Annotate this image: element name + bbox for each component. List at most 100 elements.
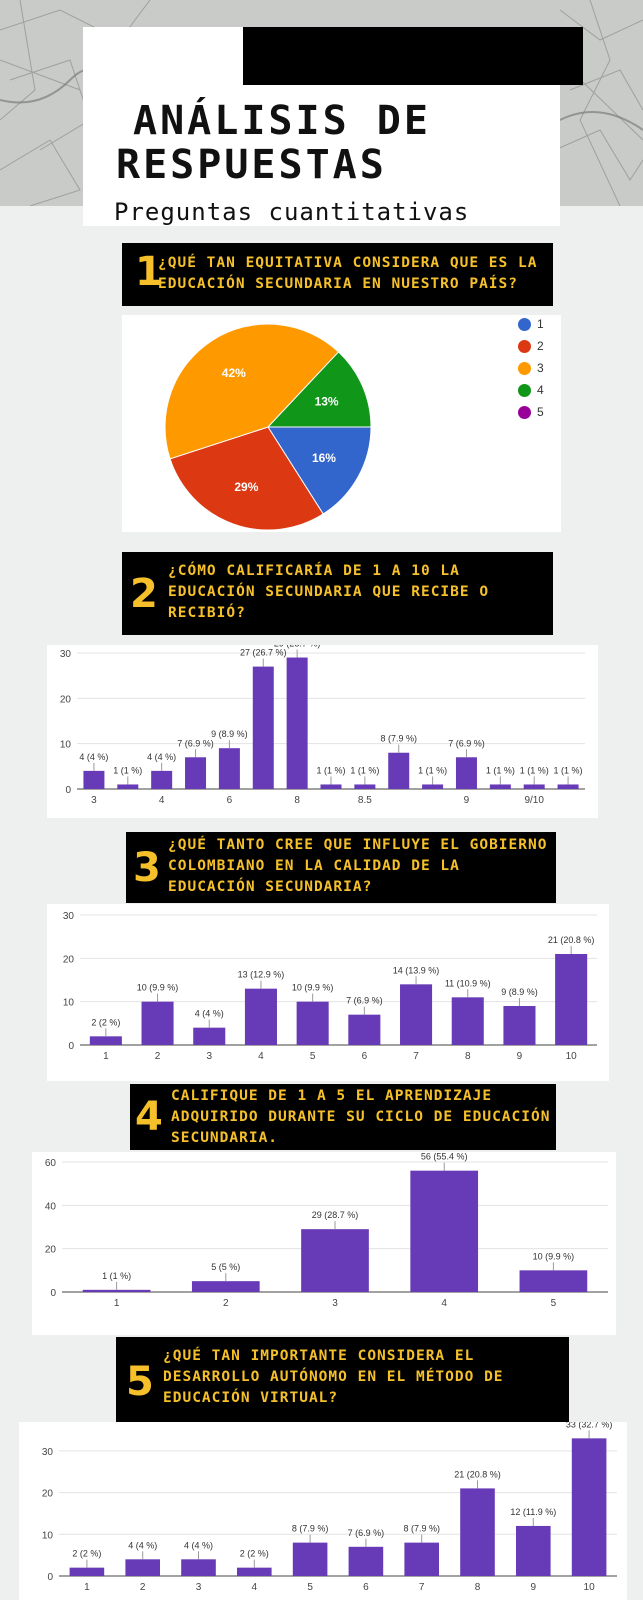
question-2-text: ¿CÓMO CALIFICARÍA DE 1 A 10 LA EDUCACIÓN… bbox=[168, 563, 490, 621]
question-3-text: ¿QUÉ TANTO CREE QUE INFLUYE EL GOBIERNO … bbox=[168, 837, 548, 895]
x-tick-label: 9 bbox=[531, 1582, 537, 1593]
question-3-number: 3 bbox=[133, 845, 161, 891]
data-label: 10 (9.9 %) bbox=[533, 1251, 575, 1261]
x-tick-label: 3 bbox=[196, 1582, 202, 1593]
bar-1 bbox=[89, 1036, 122, 1045]
data-label: 1 (1 %) bbox=[520, 765, 549, 775]
legend-item-3: 3 bbox=[518, 361, 544, 376]
bar-chart: 0 10 20 30 2 (2 %) 1 10 (9.9 %) 2 4 (4 %) 3 13 (12… bbox=[63, 911, 597, 1062]
x-tick-label: 7 bbox=[413, 1051, 419, 1062]
legend-item-1: 1 bbox=[518, 317, 544, 332]
x-tick-label: 3 bbox=[206, 1051, 212, 1062]
y-tick-label: 30 bbox=[63, 911, 75, 922]
data-label: 14 (13.9 %) bbox=[393, 965, 440, 975]
y-tick-label: 0 bbox=[65, 785, 71, 796]
bar-5 bbox=[292, 1542, 328, 1576]
legend-swatch bbox=[518, 384, 531, 398]
data-label: 4 (4 %) bbox=[79, 752, 108, 762]
data-label: 8 (7.9 %) bbox=[403, 1524, 440, 1534]
legend-item-2: 2 bbox=[518, 339, 544, 354]
legend-swatch bbox=[518, 340, 531, 354]
bar-3 bbox=[181, 1559, 216, 1576]
data-label: 7 (6.9 %) bbox=[348, 1528, 385, 1538]
bar-9 bbox=[516, 1525, 551, 1576]
bar-chart-2-panel: 0 10 20 30 4 (4 %) 3 1 (1 %) 4 (4 %) 4 7 (6.9 %) 9… bbox=[47, 645, 598, 818]
question-2-box: 2 ¿CÓMO CALIFICARÍA DE 1 A 10 LA EDUCACI… bbox=[122, 552, 553, 635]
data-label: 27 (26.7 %) bbox=[240, 648, 287, 658]
data-label: 1 (1 %) bbox=[102, 1271, 131, 1281]
legend-label: 2 bbox=[537, 339, 544, 353]
y-tick-label: 0 bbox=[47, 1572, 53, 1583]
question-1-text: ¿QUÉ TAN EQUITATIVA CONSIDERA QUE ES LA … bbox=[158, 255, 538, 292]
question-4-box: 4 CALIFIQUE DE 1 A 5 EL APRENDIZAJE ADQU… bbox=[130, 1084, 556, 1150]
data-label: 1 (1 %) bbox=[486, 765, 515, 775]
pie-slice-2 bbox=[169, 426, 324, 531]
data-label: 9 (8.9 %) bbox=[211, 729, 248, 739]
bar-3 bbox=[301, 1229, 369, 1292]
question-2-number: 2 bbox=[130, 571, 158, 617]
pie-slice-label: 29% bbox=[234, 480, 258, 494]
bar-10 bbox=[557, 784, 579, 789]
data-label: 5 (5 %) bbox=[211, 1262, 240, 1272]
bar-8.5 bbox=[354, 784, 376, 789]
bar-9 bbox=[455, 757, 477, 789]
data-label: 1 (1 %) bbox=[418, 765, 447, 775]
bar-6 bbox=[348, 1546, 384, 1576]
question-5-number: 5 bbox=[126, 1359, 154, 1405]
data-label: 4 (4 %) bbox=[184, 1540, 213, 1550]
bar-8 bbox=[451, 997, 484, 1045]
y-tick-label: 20 bbox=[42, 1489, 54, 1500]
data-label: 7 (6.9 %) bbox=[346, 996, 383, 1006]
pie-slice-1 bbox=[267, 426, 372, 515]
bar-7 bbox=[404, 1542, 439, 1576]
legend-swatch bbox=[518, 318, 531, 332]
x-tick-label: 6 bbox=[227, 795, 233, 806]
bar-chart-5-panel: 0 10 20 30 2 (2 %) 1 4 (4 %) 2 4 (4 %) 3 2 (2 %) 4 8… bbox=[19, 1422, 627, 1600]
x-tick-label: 10 bbox=[584, 1582, 596, 1593]
data-label: 29 (28.7 %) bbox=[312, 1210, 359, 1220]
bar-9.5 bbox=[489, 784, 511, 789]
bar-6 bbox=[218, 748, 240, 789]
x-tick-label: 6 bbox=[362, 1051, 368, 1062]
x-tick-label: 1 bbox=[114, 1298, 120, 1309]
pie-chart-panel: 16% 29% 42% 13% 1 2 3 4 5 bbox=[122, 315, 561, 532]
x-tick-label: 4 bbox=[441, 1298, 447, 1309]
legend-label: 3 bbox=[537, 361, 544, 375]
bar-1 bbox=[82, 1289, 151, 1292]
bar-chart-3-panel: 0 10 20 30 2 (2 %) 1 10 (9.9 %) 2 4 (4 %) 3 13 (12… bbox=[47, 904, 609, 1081]
bar-chart-4-panel: 0 20 40 60 1 (1 %) 1 5 (5 %) 2 29 (28.7 %) 3 56 (5… bbox=[32, 1152, 616, 1335]
data-label: 8 (7.9 %) bbox=[380, 734, 417, 744]
data-label: 56 (55.4 %) bbox=[421, 1152, 468, 1162]
x-tick-label: 2 bbox=[223, 1298, 229, 1309]
data-label: 12 (11.9 %) bbox=[510, 1507, 556, 1517]
x-tick-label: 2 bbox=[140, 1582, 146, 1593]
y-tick-label: 30 bbox=[60, 649, 72, 660]
bar-8 bbox=[460, 1488, 495, 1576]
legend-item-4: 4 bbox=[518, 383, 544, 398]
y-tick-label: 20 bbox=[45, 1245, 57, 1256]
bar-7 bbox=[252, 666, 274, 789]
title-line-1: ANÁLISIS DE bbox=[133, 98, 431, 144]
title-card: ANÁLISIS DE RESPUESTAS Preguntas cuantit… bbox=[83, 27, 583, 226]
y-tick-label: 20 bbox=[63, 954, 75, 965]
bar-5 bbox=[185, 757, 207, 789]
x-tick-label: 4 bbox=[258, 1051, 264, 1062]
data-label: 11 (10.9 %) bbox=[445, 978, 491, 988]
bar-2 bbox=[141, 1001, 174, 1045]
x-tick-label: 2 bbox=[155, 1051, 161, 1062]
question-4-number: 4 bbox=[135, 1094, 163, 1140]
data-label: 10 (9.9 %) bbox=[292, 983, 334, 993]
data-label: 29 (28.7 %) bbox=[274, 645, 321, 649]
data-label: 21 (20.8 %) bbox=[548, 935, 595, 945]
data-label: 1 (1 %) bbox=[350, 765, 379, 775]
data-label: 10 (9.9 %) bbox=[137, 983, 179, 993]
bar-9/10 bbox=[523, 784, 545, 789]
subtitle: Preguntas cuantitativas bbox=[114, 198, 470, 226]
data-label: 21 (20.8 %) bbox=[454, 1469, 501, 1479]
data-label: 7 (6.9 %) bbox=[448, 738, 485, 748]
pie-chart: 16% 29% 42% 13% bbox=[164, 323, 372, 531]
pie-slice-label: 13% bbox=[315, 395, 339, 409]
y-tick-label: 10 bbox=[42, 1530, 54, 1541]
y-tick-label: 30 bbox=[42, 1447, 54, 1458]
